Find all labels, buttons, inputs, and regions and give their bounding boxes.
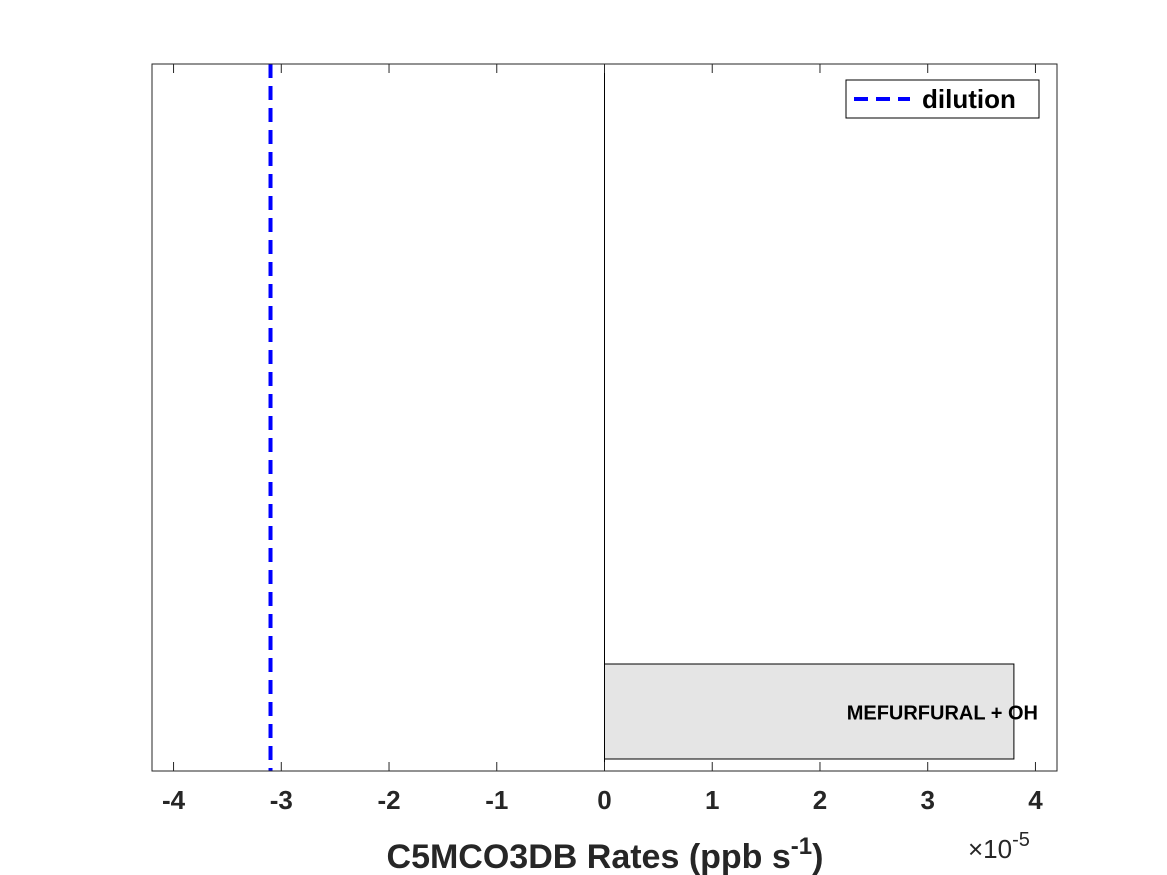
x-tick-label: -3: [270, 785, 293, 815]
x-tick-label: 0: [597, 785, 611, 815]
x-tick-label: -1: [485, 785, 508, 815]
x-axis-exponent: ×10-5: [968, 829, 1030, 864]
x-tick-label: 1: [705, 785, 719, 815]
x-axis-title: C5MCO3DB Rates (ppb s-1): [387, 833, 824, 875]
x-tick-label: -2: [377, 785, 400, 815]
x-tick-label: 4: [1028, 785, 1043, 815]
legend: dilution: [845, 79, 1040, 119]
bar-label: MEFURFURAL + OH: [847, 703, 1038, 725]
x-axis-exponent-prefix: ×10: [968, 834, 1012, 864]
x-axis-title-main: C5MCO3DB Rates (ppb s: [387, 838, 791, 875]
bars-layer: MEFURFURAL + OH: [604, 663, 1038, 760]
ticks-layer: -4 -3 -2 -1 0 1 2 3 4: [162, 64, 1043, 815]
legend-dilution-label: dilution: [922, 84, 1016, 114]
x-axis-title-sup: -1: [791, 833, 812, 860]
x-tick-label: 2: [813, 785, 827, 815]
x-axis-title-close: ): [812, 838, 823, 875]
x-tick-label: -4: [162, 785, 186, 815]
bar: [604, 663, 1015, 760]
x-axis-exponent-power: -5: [1012, 829, 1030, 851]
x-tick-label: 3: [920, 785, 934, 815]
